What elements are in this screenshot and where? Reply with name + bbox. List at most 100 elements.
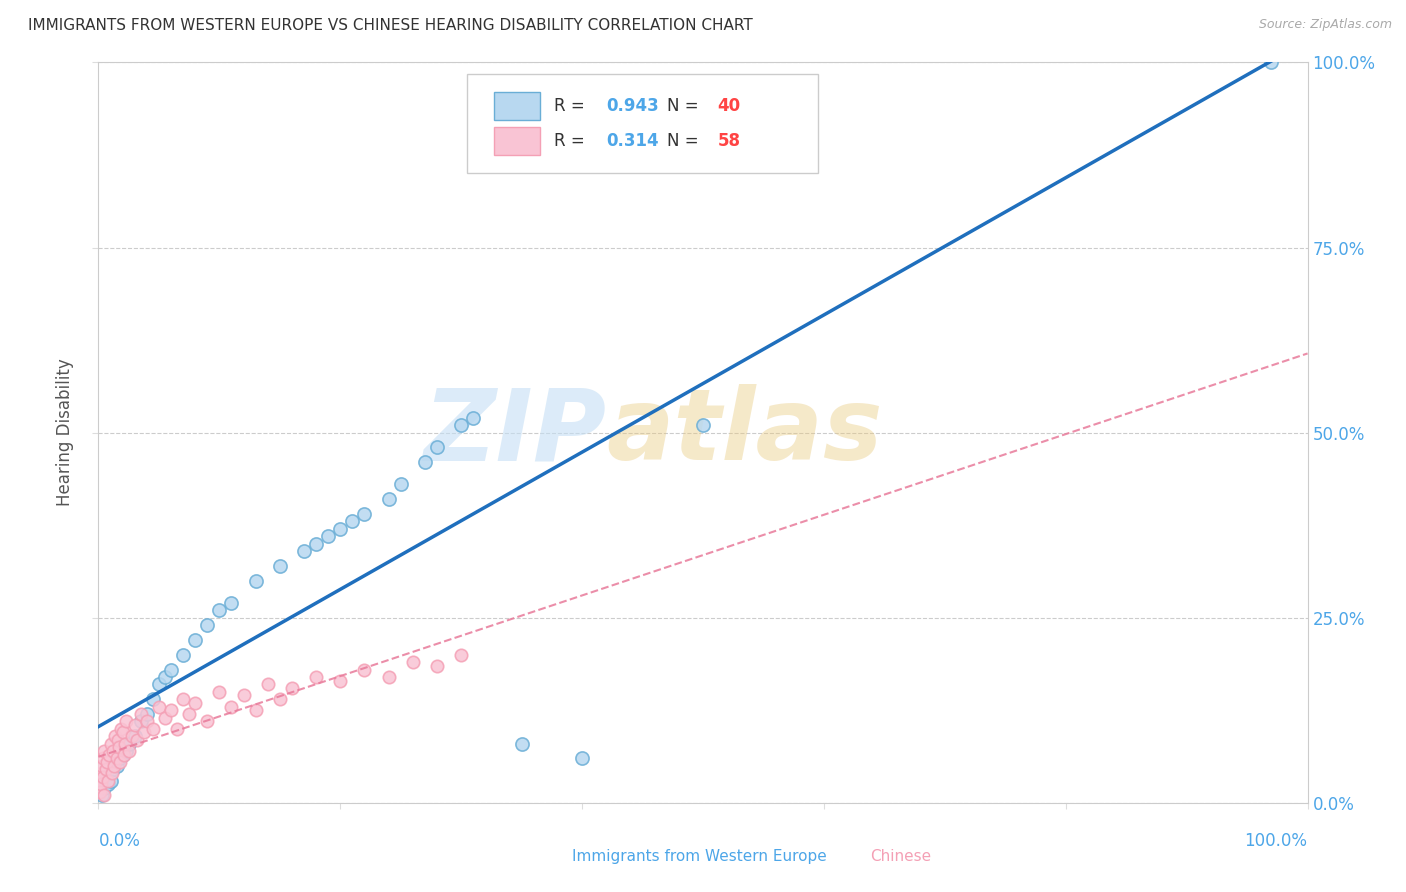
Point xyxy=(305,670,328,684)
Point xyxy=(353,663,375,677)
Text: 0.943: 0.943 xyxy=(606,97,659,115)
Text: Chinese: Chinese xyxy=(870,848,931,863)
Point xyxy=(377,492,399,507)
Text: R =: R = xyxy=(554,97,591,115)
Point xyxy=(108,751,131,765)
Point xyxy=(179,706,201,721)
Point xyxy=(184,632,207,647)
Point xyxy=(112,747,135,762)
Text: atlas: atlas xyxy=(606,384,883,481)
Point xyxy=(221,596,243,610)
Point xyxy=(91,789,114,803)
Point xyxy=(124,718,146,732)
Point xyxy=(245,703,267,717)
Point xyxy=(105,758,128,772)
Point xyxy=(245,574,267,588)
Text: 0.0%: 0.0% xyxy=(98,832,141,850)
Point xyxy=(96,755,118,769)
Point xyxy=(510,737,533,751)
Point xyxy=(118,744,141,758)
Point xyxy=(104,729,127,743)
Point xyxy=(160,663,183,677)
Point xyxy=(129,706,152,721)
Point xyxy=(172,648,194,662)
Point xyxy=(142,722,165,736)
Point xyxy=(135,714,157,729)
Point xyxy=(292,544,315,558)
Point xyxy=(114,737,136,751)
Text: Immigrants from Western Europe: Immigrants from Western Europe xyxy=(572,848,827,863)
Point xyxy=(450,648,472,662)
Point xyxy=(129,714,152,729)
FancyBboxPatch shape xyxy=(527,847,564,866)
Point xyxy=(93,744,115,758)
Point xyxy=(153,670,176,684)
Point xyxy=(108,740,131,755)
Point xyxy=(98,747,121,762)
Point xyxy=(100,766,122,780)
Text: 58: 58 xyxy=(717,132,741,150)
Point xyxy=(134,725,156,739)
FancyBboxPatch shape xyxy=(824,847,860,866)
Point xyxy=(93,789,115,803)
Text: ZIP: ZIP xyxy=(423,384,606,481)
Point xyxy=(342,515,364,529)
Point xyxy=(221,699,243,714)
Point xyxy=(426,441,449,455)
Point xyxy=(118,737,141,751)
Point xyxy=(166,722,188,736)
FancyBboxPatch shape xyxy=(494,92,540,120)
Point xyxy=(110,722,132,736)
Point xyxy=(101,744,124,758)
FancyBboxPatch shape xyxy=(467,73,818,173)
Point xyxy=(89,785,111,799)
Point xyxy=(100,773,122,788)
Point xyxy=(281,681,304,695)
Point xyxy=(97,777,120,791)
Point xyxy=(148,677,170,691)
Point xyxy=(93,780,115,795)
Point xyxy=(377,670,399,684)
Point xyxy=(195,714,218,729)
Point xyxy=(111,747,134,762)
Point xyxy=(413,455,436,469)
Y-axis label: Hearing Disability: Hearing Disability xyxy=(56,359,75,507)
Point xyxy=(90,766,112,780)
Point xyxy=(107,732,129,747)
Point xyxy=(91,758,114,772)
Point xyxy=(184,696,207,710)
Text: N =: N = xyxy=(666,97,703,115)
Point xyxy=(121,729,143,743)
Point xyxy=(111,725,134,739)
Point xyxy=(692,418,714,433)
Point xyxy=(316,529,339,543)
Point xyxy=(100,737,122,751)
Point xyxy=(115,714,138,729)
Point xyxy=(89,773,111,788)
Point xyxy=(269,692,291,706)
Point xyxy=(160,703,183,717)
Point xyxy=(135,706,157,721)
Text: 0.314: 0.314 xyxy=(606,132,659,150)
Point xyxy=(87,780,110,795)
Text: 40: 40 xyxy=(717,97,741,115)
Point xyxy=(329,673,352,688)
Point xyxy=(97,773,120,788)
Point xyxy=(148,699,170,714)
Point xyxy=(115,744,138,758)
Point xyxy=(232,689,254,703)
Point xyxy=(402,655,425,669)
Point xyxy=(142,692,165,706)
Point xyxy=(124,729,146,743)
Point xyxy=(1260,55,1282,70)
Point xyxy=(153,711,176,725)
Point xyxy=(426,658,449,673)
Point xyxy=(256,677,278,691)
FancyBboxPatch shape xyxy=(494,127,540,155)
Point xyxy=(127,732,149,747)
Point xyxy=(94,763,117,777)
Point xyxy=(450,418,472,433)
Point xyxy=(269,558,291,573)
Point xyxy=(329,522,352,536)
Point xyxy=(91,770,114,784)
